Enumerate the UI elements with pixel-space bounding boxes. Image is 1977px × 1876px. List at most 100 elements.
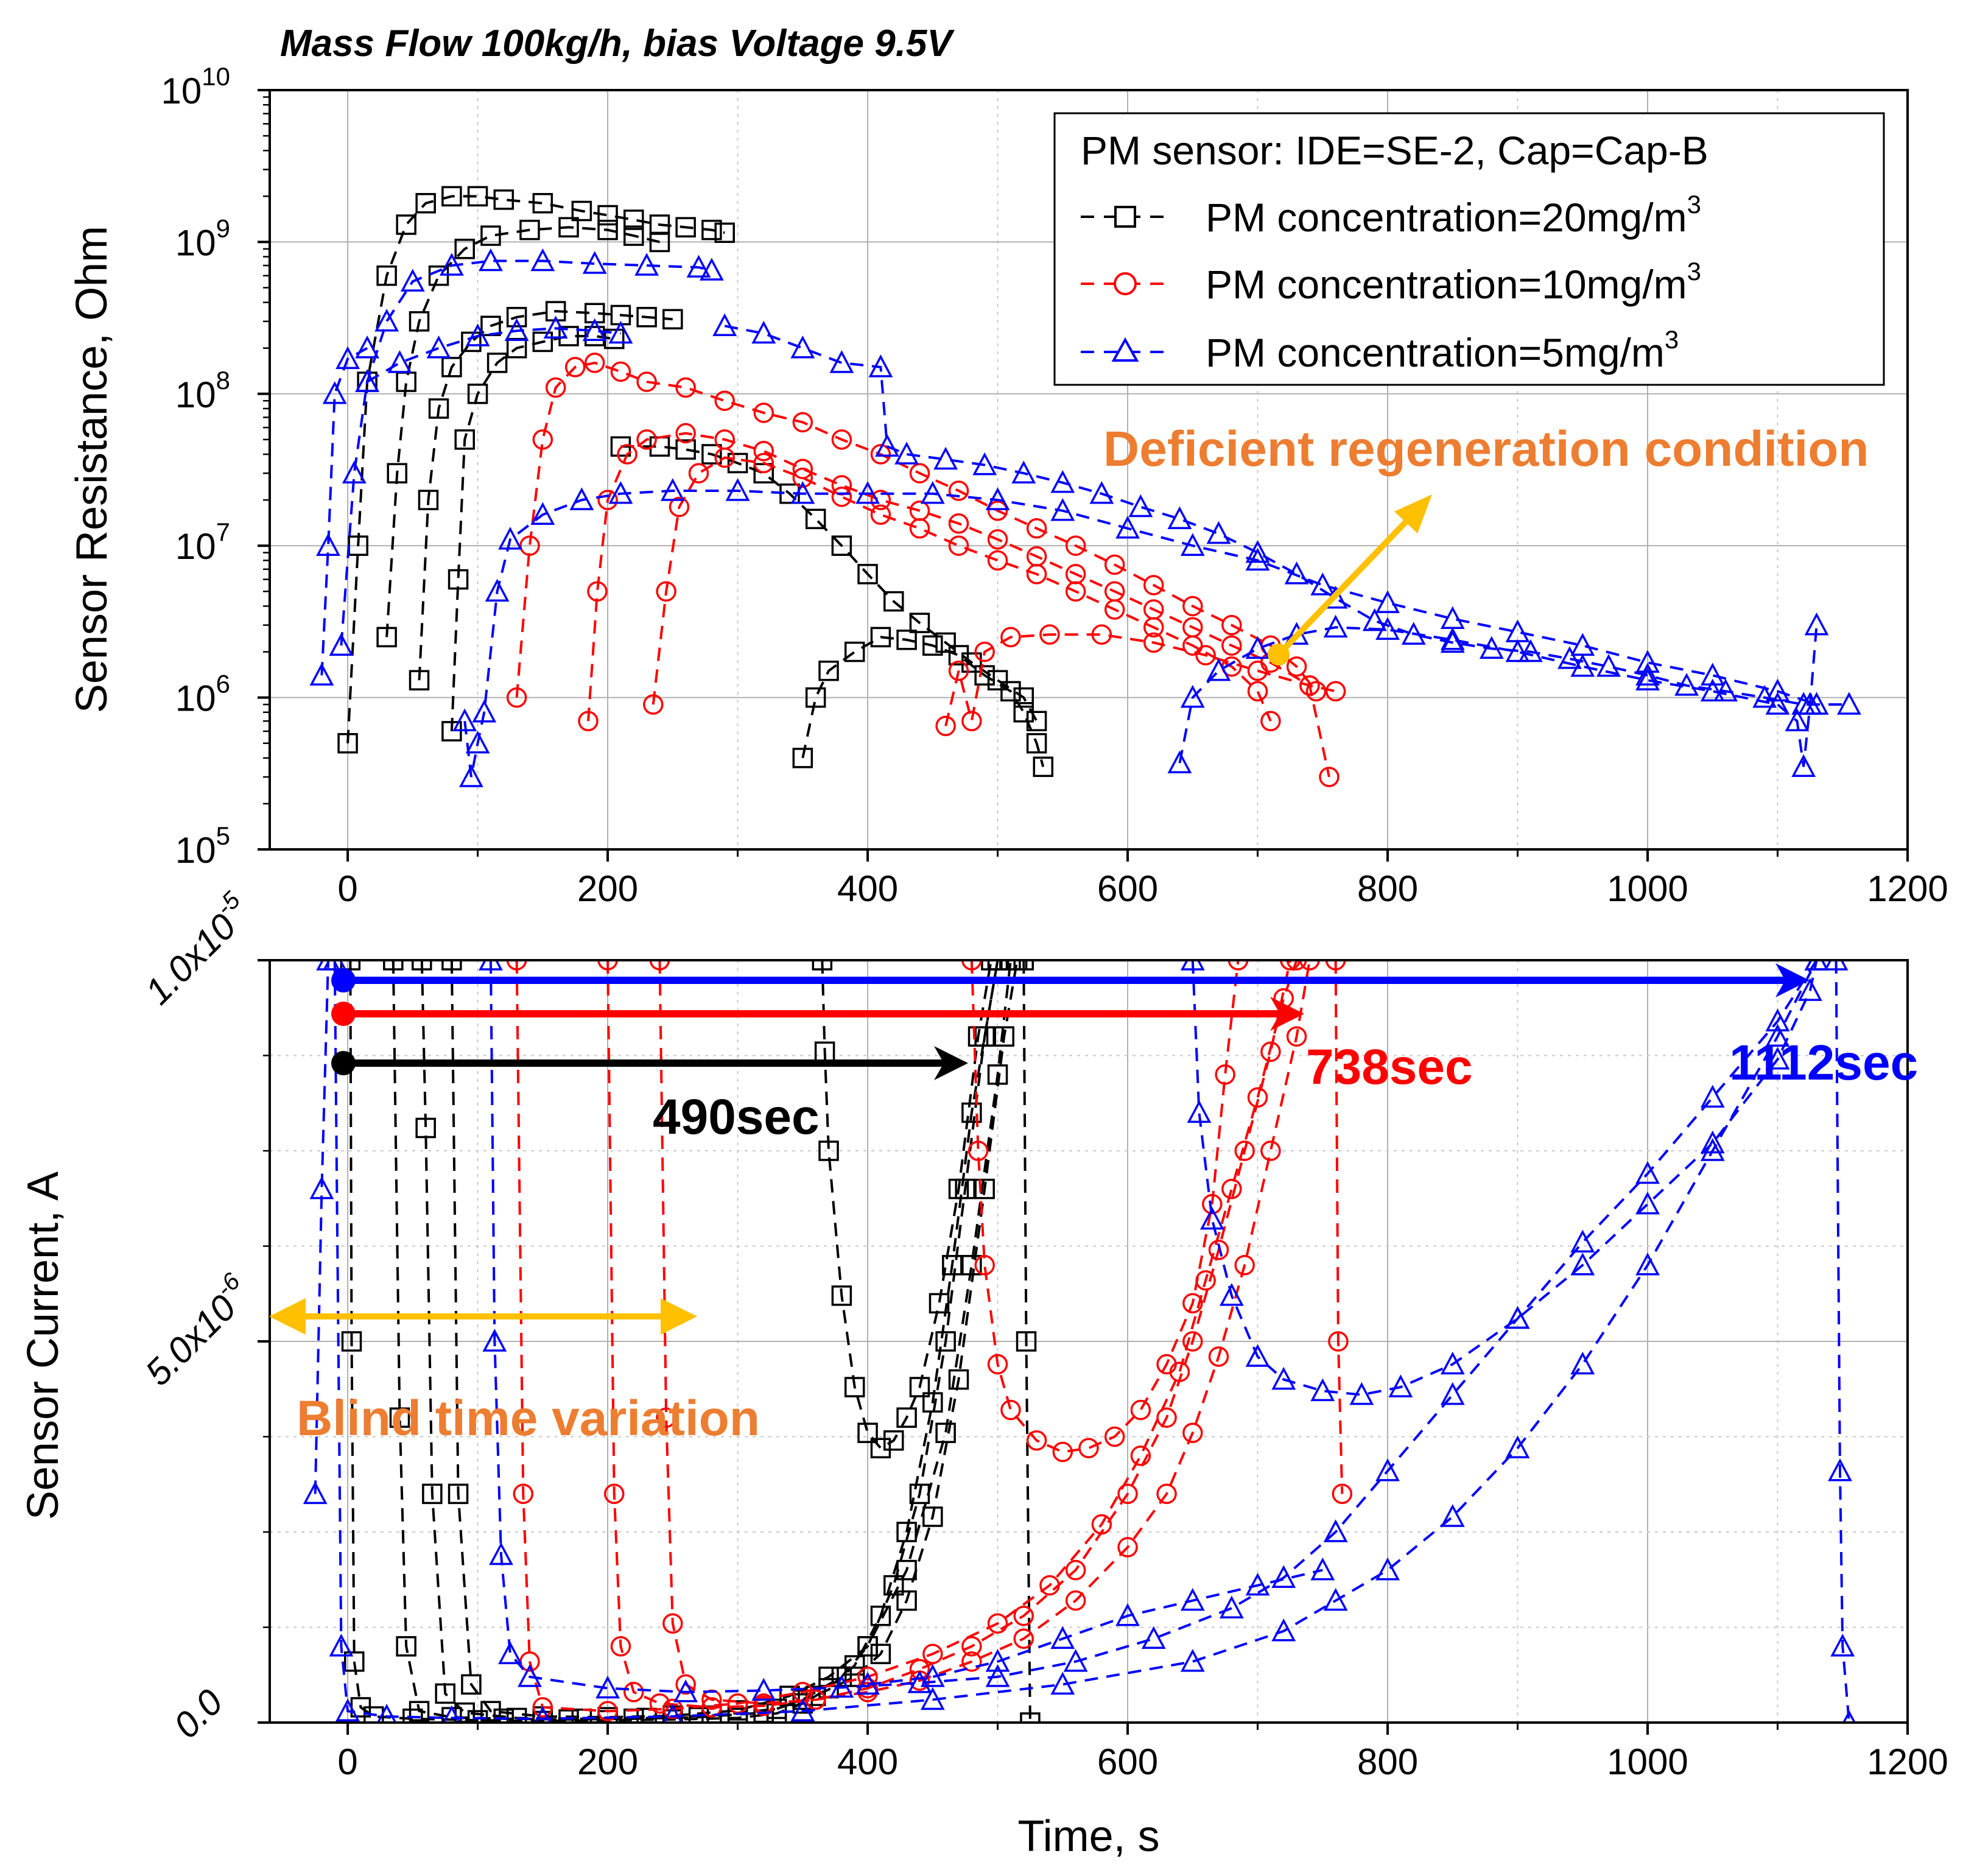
svg-text:PM concentration=10mg/m3: PM concentration=10mg/m3 (1206, 257, 1701, 307)
data-point (929, 1293, 950, 1314)
data-point (935, 1422, 956, 1443)
data-point (1440, 630, 1465, 653)
data-point (571, 200, 592, 222)
data-point (896, 1407, 917, 1428)
data-point (1299, 675, 1320, 696)
data-point (558, 217, 579, 237)
data-point (870, 627, 891, 648)
data-point (831, 535, 852, 556)
data-point (1286, 656, 1307, 677)
data-point (636, 371, 657, 392)
data-point (543, 315, 568, 339)
data-point (1182, 1293, 1203, 1314)
data-point (1141, 1626, 1166, 1649)
data-point (1020, 1712, 1041, 1723)
data-point (1180, 1587, 1205, 1611)
data-point (1050, 1626, 1075, 1649)
data-point (1570, 1229, 1595, 1252)
data-point (1247, 660, 1268, 681)
data-point (1026, 564, 1047, 585)
data-point (766, 1698, 787, 1720)
data-point (1557, 646, 1582, 669)
legend-marker-5 (1111, 337, 1139, 362)
x-tick-label: 0 (337, 1741, 357, 1782)
data-point (623, 209, 644, 230)
data-point (1167, 506, 1192, 530)
data-point (1752, 684, 1777, 708)
series-line (1835, 960, 1850, 1723)
data-point (1130, 1446, 1151, 1466)
data-point (486, 353, 508, 373)
data-point (1375, 1557, 1400, 1581)
data-point (1013, 687, 1034, 708)
data-point (1063, 1649, 1088, 1672)
data-point (656, 1407, 676, 1428)
data-point (714, 447, 735, 468)
data-point (662, 1613, 683, 1634)
data-point (479, 248, 503, 272)
series-line (420, 960, 1019, 1720)
data-point (688, 1707, 709, 1723)
data-point (675, 217, 696, 237)
data-point (1323, 614, 1348, 638)
series-line (489, 960, 1818, 1693)
data-point (1221, 614, 1242, 636)
data-point (1284, 561, 1309, 585)
data-point (987, 550, 1008, 571)
data-point (467, 186, 488, 207)
data-point (987, 1354, 1008, 1375)
data-point (322, 960, 347, 971)
data-point (870, 490, 891, 510)
data-point (1227, 960, 1249, 971)
data-point (1026, 732, 1047, 754)
data-point (1635, 667, 1660, 690)
data-point (649, 960, 670, 971)
data-point (1713, 678, 1738, 702)
data-point (610, 1636, 631, 1657)
data-point (513, 1483, 534, 1505)
data-point (909, 613, 930, 633)
data-point (1115, 516, 1140, 539)
x-tick-label: 400 (837, 868, 898, 909)
data-point (1349, 1382, 1374, 1405)
data-point (1570, 1351, 1595, 1375)
data-point (1215, 1064, 1235, 1085)
legend-entry-5: PM concentration=5mg/m3 (1081, 325, 1679, 375)
data-point (387, 350, 412, 373)
data-point (1115, 1603, 1140, 1626)
svg-text:PM concentration=5mg/m3: PM concentration=5mg/m3 (1206, 325, 1679, 375)
data-point (673, 1679, 698, 1702)
data-point (1013, 702, 1034, 723)
data-point (727, 452, 748, 474)
data-point (855, 1671, 880, 1695)
data-point (441, 960, 462, 971)
arrow-738 (331, 997, 1304, 1031)
data-point (1280, 960, 1301, 971)
data-point (1039, 624, 1060, 645)
data-point (1091, 1514, 1112, 1535)
data-point (857, 1636, 878, 1657)
y-tick-label: 109 (175, 214, 230, 263)
data-point (987, 500, 1008, 521)
data-point (961, 711, 982, 731)
data-point (792, 748, 813, 768)
data-point (751, 1678, 776, 1701)
data-point (1065, 581, 1086, 602)
data-point (363, 1706, 384, 1723)
data-point (480, 1701, 501, 1721)
data-point (1791, 754, 1816, 778)
series-line (658, 960, 1311, 1705)
data-point (1830, 1634, 1855, 1657)
data-point (753, 402, 774, 423)
data-point (608, 320, 633, 344)
data-point (1245, 547, 1270, 571)
data-point (442, 1705, 461, 1723)
data-point (1013, 960, 1034, 971)
data-point (896, 1559, 917, 1581)
data-point (617, 444, 637, 465)
data-point (452, 708, 477, 731)
data-point (961, 1636, 982, 1657)
data-point (751, 320, 776, 344)
x-tick-label: 600 (1097, 1741, 1158, 1782)
data-point (1271, 1366, 1296, 1390)
